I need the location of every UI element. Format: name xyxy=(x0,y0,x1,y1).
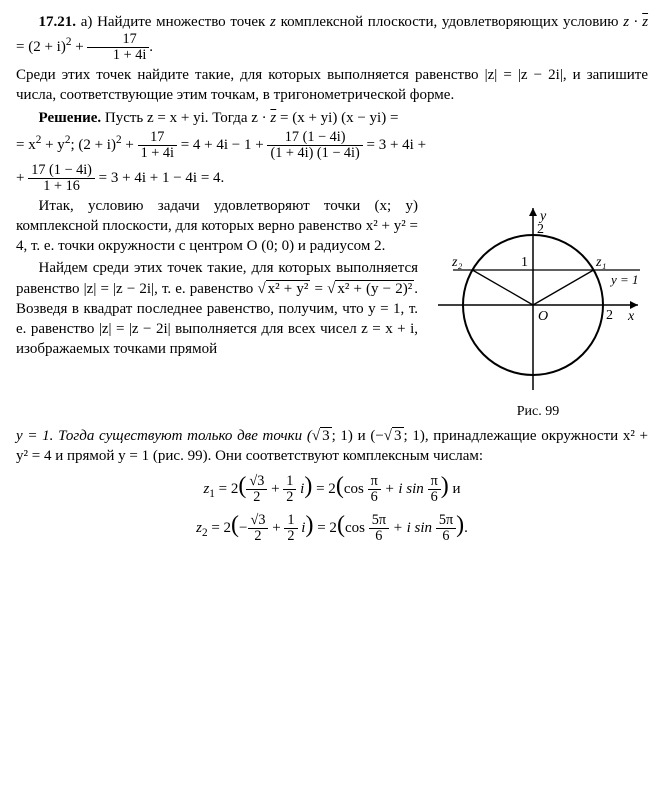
txt: = x xyxy=(16,137,36,153)
rt3: 3 xyxy=(320,427,332,444)
solution-calc2: + 17 (1 − 4i)1 + 16 = 3 + 4i + 1 − 4i = … xyxy=(16,163,648,194)
eq: = 2 xyxy=(313,520,336,536)
isin: + i sin xyxy=(381,481,428,497)
fraction: √32 xyxy=(246,474,267,505)
solution-start: Решение. Пусть z = x + yi. Тогда z · z =… xyxy=(16,108,648,128)
cos: cos xyxy=(345,520,369,536)
radical-icon xyxy=(257,281,265,297)
txt: = 3 + 4i + xyxy=(363,137,426,153)
fraction: 12 xyxy=(283,474,296,505)
two-label: 2 xyxy=(537,222,544,237)
problem-statement: 17.21. а) Найдите множество точек z комп… xyxy=(16,12,648,63)
txt: = 3 + 4i + 1 − 4i = 4. xyxy=(95,170,224,186)
txt: ; 1) и (− xyxy=(332,428,384,444)
solution-p3: y = 1. Тогда существуют только две точки… xyxy=(16,426,648,467)
x-label: x xyxy=(627,309,635,324)
fraction: 171 + 4i xyxy=(138,130,177,161)
fraction: √32 xyxy=(248,513,269,544)
txt: Найдите множество точек xyxy=(97,14,270,30)
y-arrow xyxy=(529,208,537,216)
eq-mid: = (2 + i) xyxy=(16,39,66,55)
solution-calc: = x2 + y2; (2 + i)2 + 171 + 4i = 4 + 4i … xyxy=(16,130,648,161)
part-label: а) xyxy=(81,14,93,30)
dot: . xyxy=(464,520,468,536)
radius-z1 xyxy=(533,270,594,305)
txt: = 4 + 4i − 1 + xyxy=(177,137,268,153)
txt: комплексной плоскости, удовлетворяющих у… xyxy=(281,14,624,30)
fraction: 171 + 4i xyxy=(87,32,149,63)
plus: + xyxy=(71,39,87,55)
yline-label: y = 1 xyxy=(609,272,639,287)
neg: − xyxy=(239,520,247,536)
solution-label: Решение. xyxy=(39,110,102,126)
txt: = (x + yi) (x − yi) = xyxy=(276,110,398,126)
txt: Пусть z = x + yi. Тогда z · xyxy=(105,110,271,126)
eq: = 2 xyxy=(208,520,231,536)
radius-z2 xyxy=(472,270,533,305)
eq: = 2 xyxy=(312,481,335,497)
figure-99: y x O 1 2 2 z₁ z₂ y = 1 Рис. 99 xyxy=(428,200,648,422)
den: 1 + 4i xyxy=(87,48,149,63)
eq-lhs: z · xyxy=(623,14,642,30)
rt3: 3 xyxy=(392,427,404,444)
fraction: π6 xyxy=(428,474,441,505)
fraction: 17 (1 − 4i)1 + 16 xyxy=(28,163,95,194)
sqrt-expr: x² + (y − 2)² xyxy=(335,280,414,297)
twox-label: 2 xyxy=(606,308,613,323)
sqrt-expr: x² + y² xyxy=(266,280,311,297)
num: 17 xyxy=(87,32,149,48)
eq: = 2 xyxy=(215,481,238,497)
equation-z2: z2 = 2(−√32 + 12 i) = 2(cos 5π6 + i sin … xyxy=(16,509,648,544)
x-arrow xyxy=(630,301,638,309)
and: и xyxy=(449,481,461,497)
z2-label: z₂ xyxy=(451,255,462,270)
txt: ; (2 + i) xyxy=(70,137,116,153)
fraction: 5π6 xyxy=(436,513,456,544)
figure-text-wrap: y x O 1 2 2 z₁ z₂ y = 1 Рис. 99 Итак, ус… xyxy=(16,196,648,426)
figure-caption: Рис. 99 xyxy=(428,403,648,422)
z1-label: z₁ xyxy=(595,255,606,270)
z-conj: z xyxy=(642,14,648,30)
txt: + xyxy=(16,170,28,186)
equation-z1: z1 = 2(√32 + 12 i) = 2(cos π6 + i sin π6… xyxy=(16,470,648,505)
problem-line2: Среди этих точек найдите такие, для кото… xyxy=(16,65,648,106)
eq: = xyxy=(310,281,327,297)
problem-number: 17.21. xyxy=(39,14,77,30)
origin-label: O xyxy=(538,309,548,324)
plus: + xyxy=(267,481,283,497)
fraction: 12 xyxy=(284,513,297,544)
fraction: 17 (1 − 4i)(1 + 4i) (1 − 4i) xyxy=(267,130,362,161)
radical-icon xyxy=(384,428,392,444)
cos: cos xyxy=(344,481,368,497)
fraction: 5π6 xyxy=(369,513,389,544)
one-label: 1 xyxy=(521,255,528,270)
isin: + i sin xyxy=(389,520,436,536)
fraction: π6 xyxy=(368,474,381,505)
txt: y = 1. Тогда существуют только две точки… xyxy=(16,428,312,444)
z-var: z xyxy=(270,14,276,30)
plus: + xyxy=(268,520,284,536)
radical-icon xyxy=(312,428,320,444)
txt: + xyxy=(122,137,138,153)
txt: + y xyxy=(41,137,64,153)
circle-diagram: y x O 1 2 2 z₁ z₂ y = 1 xyxy=(428,200,648,395)
dot: . xyxy=(149,39,153,55)
